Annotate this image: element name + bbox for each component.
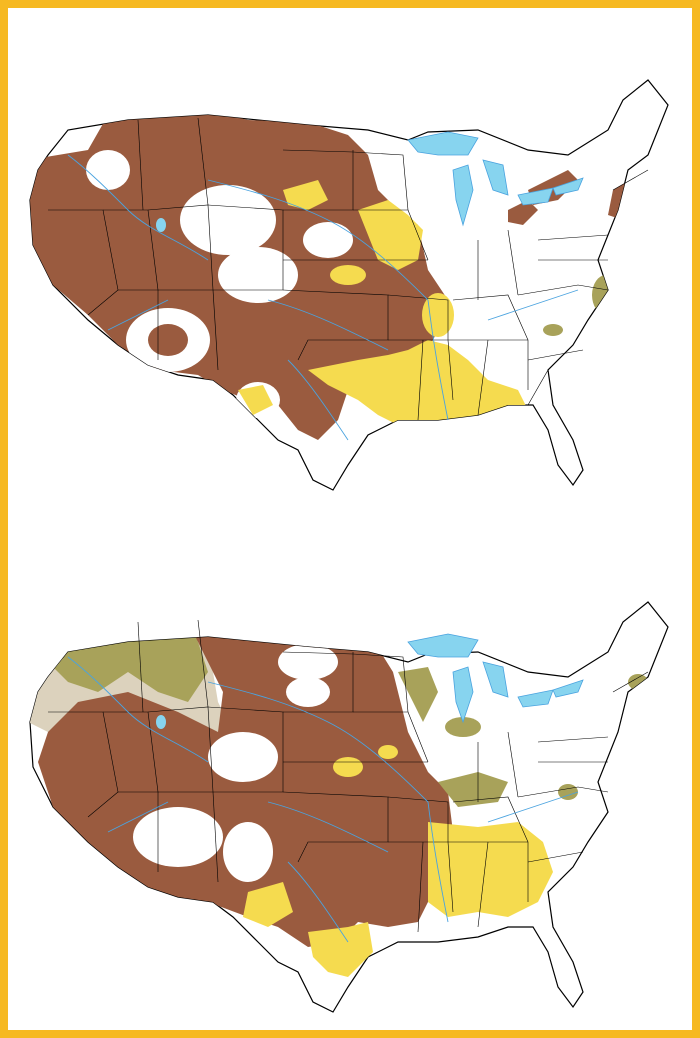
- bottom-map-svg: [29, 601, 669, 1013]
- olive-region: [445, 717, 481, 737]
- yellow-region: [238, 385, 273, 415]
- rivers: [67, 154, 579, 441]
- white-area: [278, 644, 338, 680]
- yellow-region: [330, 265, 366, 285]
- great-salt-lake: [156, 715, 166, 729]
- state-borders: [48, 619, 649, 933]
- white-area: [303, 222, 353, 258]
- bottom-map: [8, 582, 692, 1030]
- white-area: [86, 150, 130, 190]
- yellow-region: [243, 882, 293, 927]
- great-salt-lake: [156, 218, 166, 232]
- yellow-region: [283, 180, 328, 210]
- yellow-region: [333, 757, 363, 777]
- white-area: [286, 677, 330, 707]
- white-area: [218, 247, 298, 303]
- great-lakes: [407, 131, 584, 227]
- brown-region: [508, 200, 538, 225]
- olive-region: [543, 324, 563, 336]
- olive-region: [438, 772, 508, 807]
- yellow-region: [378, 745, 398, 759]
- rivers: [67, 656, 579, 943]
- yellow-region: [308, 340, 528, 425]
- olive-region: [612, 223, 624, 247]
- great-lakes: [407, 633, 584, 724]
- olive-region: [592, 275, 620, 315]
- map-frame: [8, 8, 692, 1030]
- white-area: [133, 807, 223, 867]
- yellow-region: [308, 922, 373, 977]
- top-map: [8, 60, 692, 540]
- white-area: [180, 185, 276, 255]
- yellow-region: [428, 822, 553, 917]
- white-area: [223, 822, 273, 882]
- olive-region: [398, 667, 438, 722]
- yellow-region: [422, 293, 454, 337]
- white-area: [148, 324, 188, 356]
- white-area: [208, 732, 278, 782]
- yellow-region: [358, 200, 423, 270]
- top-map-svg: [29, 79, 669, 491]
